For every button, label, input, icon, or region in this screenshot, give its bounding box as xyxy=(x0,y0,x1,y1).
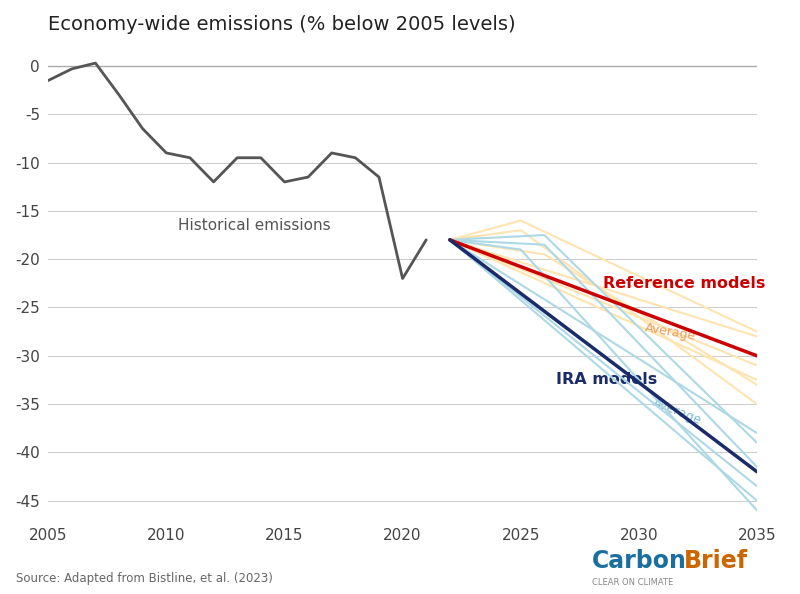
Text: Reference models: Reference models xyxy=(603,276,766,291)
Text: IRA models: IRA models xyxy=(556,372,658,387)
Text: Average: Average xyxy=(650,396,703,428)
Text: Average: Average xyxy=(643,321,697,343)
Text: Economy-wide emissions (% below 2005 levels): Economy-wide emissions (% below 2005 lev… xyxy=(48,15,516,34)
Text: Source: Adapted from Bistline, et al. (2023): Source: Adapted from Bistline, et al. (2… xyxy=(16,572,273,585)
Text: Historical emissions: Historical emissions xyxy=(178,218,330,233)
Text: CLEAR ON CLIMATE: CLEAR ON CLIMATE xyxy=(592,578,674,587)
Text: Brief: Brief xyxy=(684,549,748,573)
Text: Carbon: Carbon xyxy=(592,549,687,573)
